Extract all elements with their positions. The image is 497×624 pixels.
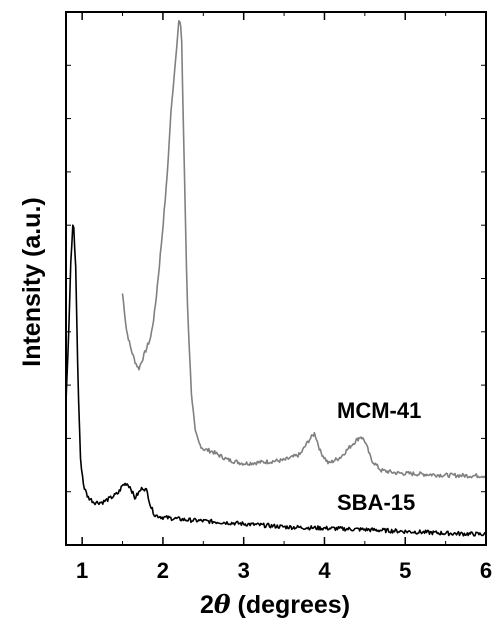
- x-tick-label: 3: [238, 558, 250, 583]
- series-line-sba-15: [65, 224, 487, 537]
- x-tick-label: 4: [318, 558, 331, 583]
- plot-frame: [65, 11, 487, 546]
- series-label-sba-15: SBA-15: [337, 490, 415, 515]
- series-layer: [65, 20, 487, 537]
- series-line-mcm-41: [121, 20, 487, 479]
- x-tick-label: 1: [76, 558, 88, 583]
- x-tick-label: 6: [480, 558, 492, 583]
- y-axis-title: Intensity (a.u.): [18, 197, 46, 366]
- series-label-mcm-41: MCM-41: [337, 398, 421, 423]
- svg-text:2θ (degrees): 2θ (degrees): [200, 590, 350, 619]
- x-axis-title: 2θ (degrees): [200, 590, 350, 619]
- tick-layer: 1 2 3 4 5 6: [66, 12, 492, 583]
- x-tick-label: 5: [399, 558, 411, 583]
- x-tick-label: 2: [157, 558, 169, 583]
